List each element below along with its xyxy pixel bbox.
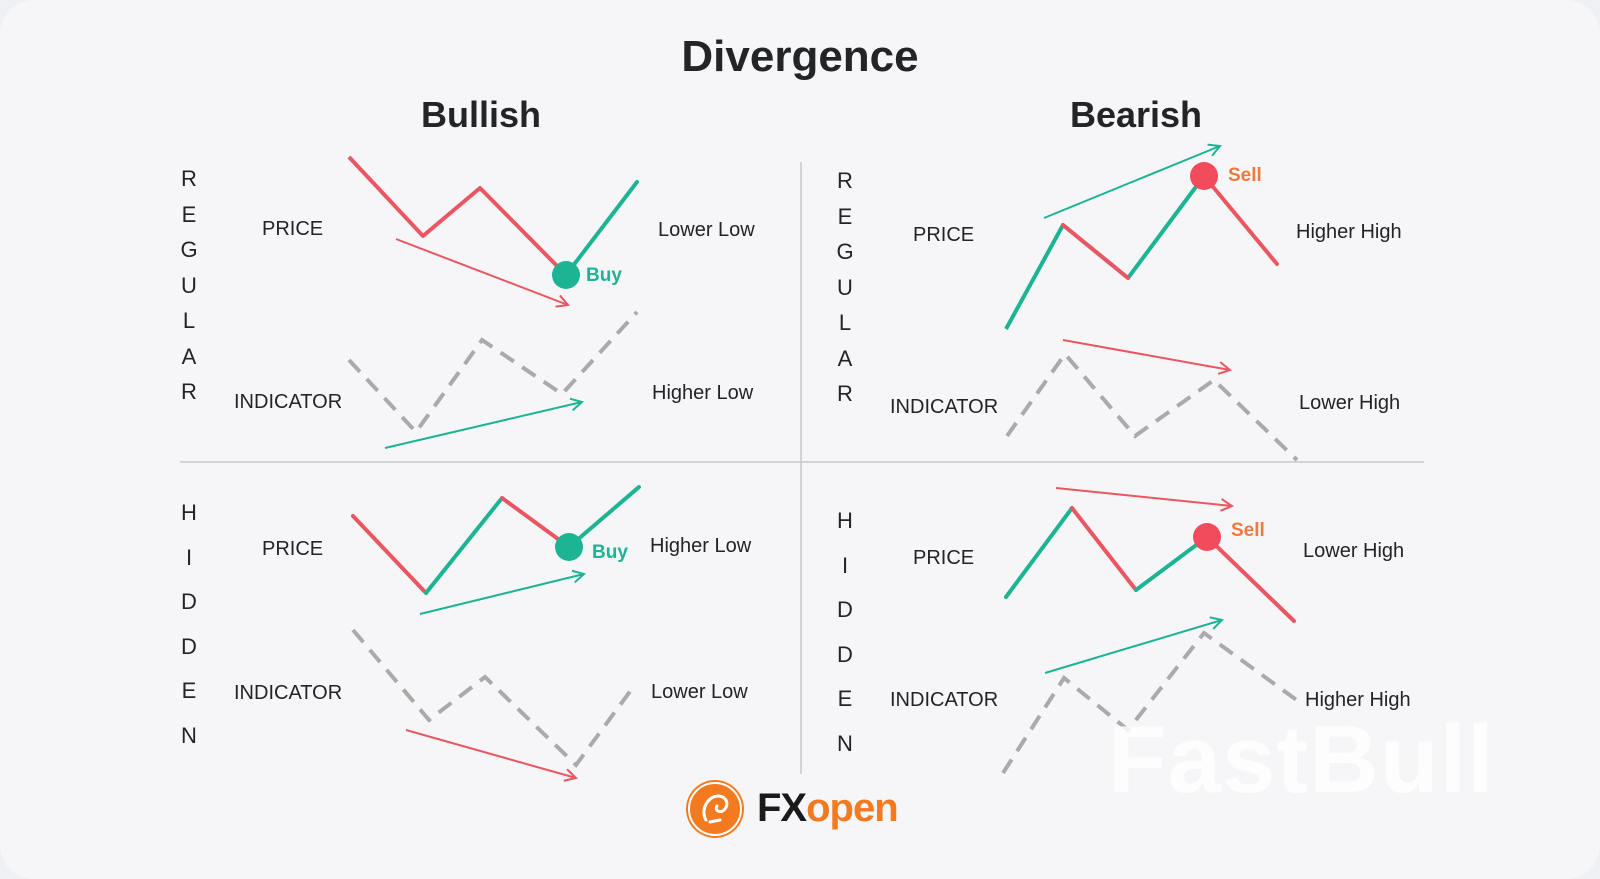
trend-arrow-price (395, 238, 570, 308)
column-header-bullish: Bullish (420, 94, 541, 135)
buy-label-hidden: Buy (592, 542, 628, 563)
price-line-up-2 (567, 485, 641, 549)
indicator-label-bullish-regular: INDICATOR (234, 391, 343, 413)
row-label-letter: U (181, 272, 197, 298)
logo-open-text: open (806, 786, 899, 830)
row-label-letter: E (837, 203, 853, 229)
row-label-letter: E (181, 678, 197, 703)
row-label-letter: L (182, 308, 196, 333)
trend-arrow-indicator (405, 729, 579, 782)
indicator-line (347, 310, 639, 436)
row-label-letter: U (837, 274, 853, 300)
row-label-letter: L (838, 310, 852, 335)
trend-arrow-price (1055, 487, 1235, 512)
column-header-bearish: Bearish (1069, 94, 1203, 135)
indicator-divergence-label-bearish-regular: Lower High (1299, 392, 1401, 414)
row-label-letter: R (181, 379, 197, 404)
price-line-up (1004, 506, 1074, 599)
price-line-down (1070, 506, 1138, 592)
price-divergence-label-bullish-hidden: Higher Low (650, 535, 752, 557)
trend-arrow-price (419, 569, 587, 615)
fxopen-logo: FXopen (757, 786, 899, 831)
row-label-letter: H (181, 500, 197, 525)
row-label-letter: N (837, 730, 853, 756)
indicator-divergence-label-bearish-hidden: Higher High (1305, 689, 1411, 711)
trend-arrow-indicator (1044, 616, 1225, 674)
buy-signal-dot (555, 533, 583, 561)
row-label-letter: G (180, 237, 198, 262)
indicator-label-bullish-hidden: INDICATOR (234, 682, 343, 704)
panel-bearish-hidden (1001, 487, 1300, 775)
row-label-letter: I (841, 552, 849, 578)
price-label-bearish-hidden: PRICE (913, 547, 975, 569)
panel-bullish-regular (347, 155, 639, 449)
row-label-letter: N (181, 722, 197, 748)
price-divergence-label-bearish-hidden: Lower High (1303, 540, 1405, 562)
fxopen-dragon-icon (686, 780, 744, 838)
diagram-title: Divergence (681, 32, 919, 81)
row-label-letter: I (185, 544, 193, 570)
panel-bearish-regular (1004, 143, 1299, 462)
price-label-bullish-regular: PRICE (262, 218, 324, 240)
price-line-up-2 (1134, 535, 1209, 592)
watermark: FastBull (1108, 706, 1495, 813)
indicator-line (1001, 630, 1300, 775)
sell-label-hidden: Sell (1231, 520, 1265, 541)
price-divergence-label-bullish-regular: Lower Low (658, 219, 755, 241)
price-line-down (351, 514, 428, 595)
row-label-letter: A (181, 343, 197, 369)
trend-arrow-price (1043, 143, 1222, 219)
trend-arrow-indicator (384, 397, 585, 449)
buy-label-regular: Buy (586, 265, 622, 286)
indicator-label-bearish-hidden: INDICATOR (890, 689, 999, 711)
indicator-line (351, 628, 636, 769)
sell-signal-dot (1193, 523, 1221, 551)
price-divergence-label-bearish-regular: Higher High (1296, 221, 1402, 243)
indicator-divergence-label-bullish-hidden: Lower Low (651, 681, 748, 703)
price-line-up (564, 180, 639, 277)
row-label-letter: G (836, 239, 854, 264)
row-label-letter: D (837, 597, 853, 622)
row-label-letter: E (837, 686, 853, 711)
row-label-letter: A (837, 345, 853, 371)
panel-bullish-hidden (351, 485, 641, 782)
price-label-bullish-hidden: PRICE (262, 538, 324, 560)
row-label-letter: R (837, 168, 853, 193)
trend-arrow-indicator (1062, 339, 1233, 375)
indicator-line (1005, 350, 1299, 462)
row-label-letter: R (181, 166, 197, 191)
buy-signal-dot (552, 261, 580, 289)
logo-fx-text: FX (757, 786, 807, 830)
indicator-divergence-label-bullish-regular: Higher Low (652, 382, 754, 404)
price-line-down (1202, 174, 1279, 266)
sell-signal-dot (1190, 162, 1218, 190)
row-label-letter: E (181, 201, 197, 227)
indicator-label-bearish-regular: INDICATOR (890, 396, 999, 418)
price-line-down (347, 155, 568, 277)
row-label-letter: D (181, 589, 197, 614)
price-line-up (424, 496, 504, 595)
price-line-down-2 (1205, 535, 1296, 623)
price-line-up (1004, 174, 1206, 330)
row-label-letter: D (837, 641, 853, 667)
row-label-letter: D (181, 633, 197, 659)
row-label-letter: H (837, 508, 853, 533)
price-line-down-mid (1061, 223, 1130, 280)
price-label-bearish-regular: PRICE (913, 224, 975, 246)
row-label-letter: R (837, 381, 853, 406)
sell-label-regular: Sell (1228, 165, 1262, 186)
